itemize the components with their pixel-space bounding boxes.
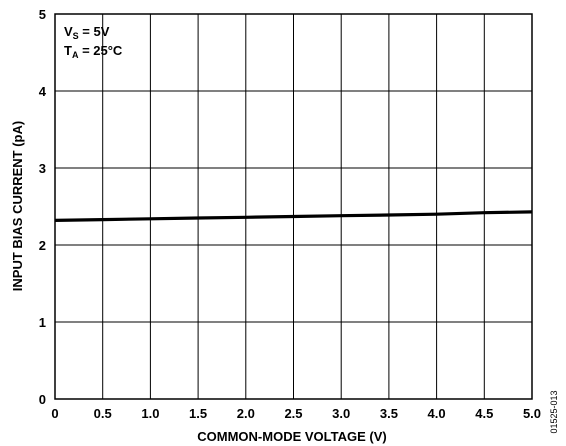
x-tick-label: 1.0 xyxy=(141,406,159,421)
y-axis-title: INPUT BIAS CURRENT (pA) xyxy=(10,121,25,291)
x-tick-label: 0.5 xyxy=(94,406,112,421)
figure-id: 01525-013 xyxy=(549,390,559,433)
x-tick-label: 3.5 xyxy=(380,406,398,421)
grid-lines xyxy=(55,14,532,399)
x-tick-label: 2.0 xyxy=(237,406,255,421)
x-tick-label: 3.0 xyxy=(332,406,350,421)
x-tick-label: 4.5 xyxy=(475,406,493,421)
annotation-supply-voltage: VS = 5V xyxy=(64,24,110,41)
series-line-input-bias-current xyxy=(54,210,533,222)
x-axis-title: COMMON-MODE VOLTAGE (V) xyxy=(197,429,386,444)
annotation-ambient-temperature: TA = 25°C xyxy=(64,43,123,60)
x-tick-label: 2.5 xyxy=(284,406,302,421)
tick-labels: 0 0.5 1.0 1.5 2.0 2.5 3.0 3.5 4.0 4.5 5.0 0 1 2 3 4 5 xyxy=(39,7,541,421)
x-tick-label: 1.5 xyxy=(189,406,207,421)
x-tick-label: 5.0 xyxy=(523,406,541,421)
y-tick-label: 3 xyxy=(39,161,46,176)
y-tick-label: 5 xyxy=(39,7,46,22)
x-tick-label: 4.0 xyxy=(428,406,446,421)
y-tick-label: 0 xyxy=(39,392,46,407)
y-tick-label: 4 xyxy=(39,84,47,99)
y-tick-label: 2 xyxy=(39,238,46,253)
y-tick-label: 1 xyxy=(39,315,46,330)
x-tick-label: 0 xyxy=(51,406,58,421)
plot-frame xyxy=(54,13,533,400)
series-layer xyxy=(54,210,533,222)
